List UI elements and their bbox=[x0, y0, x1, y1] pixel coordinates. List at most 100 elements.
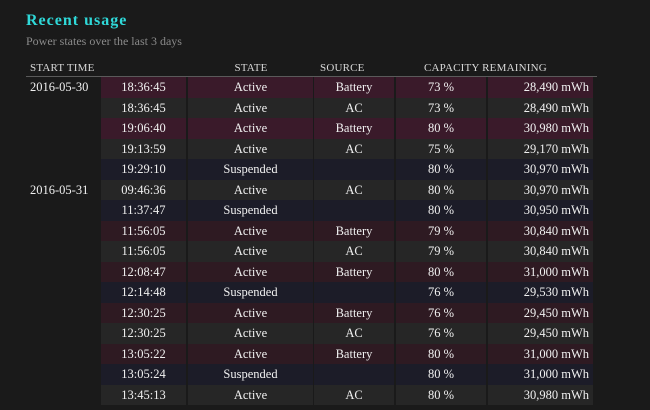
cell-capacity: 30,970 mWh bbox=[488, 179, 593, 200]
cell-time: 19:29:10 bbox=[101, 159, 186, 180]
cell-capacity: 30,980 mWh bbox=[488, 384, 593, 405]
cell-source: Battery bbox=[314, 77, 394, 98]
table-row: 19:06:40 Active Battery 80 % 30,980 mWh bbox=[26, 118, 597, 139]
cell-state: Active bbox=[188, 343, 313, 364]
table-row: 2016-05-30 18:36:45 Active Battery 73 % 28,49… bbox=[26, 77, 597, 98]
cell-capacity: 30,980 mWh bbox=[488, 118, 593, 139]
table-row: 11:56:05 Active Battery 79 % 30,840 mWh bbox=[26, 220, 597, 242]
cell-source: AC bbox=[314, 384, 394, 405]
cell-state: Suspended bbox=[188, 200, 313, 221]
cell-percent: 76 % bbox=[396, 282, 486, 303]
cell-time: 13:05:24 bbox=[101, 364, 186, 385]
cell-source: Battery bbox=[314, 118, 394, 139]
cell-date bbox=[30, 282, 100, 303]
usage-table: START TIME STATE SOURCE CAPACITY REMAINI… bbox=[26, 61, 597, 405]
cell-date bbox=[30, 262, 100, 283]
cell-source: Battery bbox=[314, 220, 394, 241]
cell-percent: 80 % bbox=[396, 384, 486, 405]
cell-capacity: 31,000 mWh bbox=[488, 261, 593, 282]
table-row: 12:14:48 Suspended 76 % 29,530 mWh bbox=[26, 282, 597, 303]
cell-capacity: 30,970 mWh bbox=[488, 159, 593, 180]
cell-capacity: 29,170 mWh bbox=[488, 138, 593, 159]
cell-capacity: 29,530 mWh bbox=[488, 282, 593, 303]
cell-capacity: 28,490 mWh bbox=[488, 77, 593, 98]
cell-state: Active bbox=[188, 220, 313, 241]
cell-capacity: 28,490 mWh bbox=[488, 97, 593, 118]
cell-time: 19:06:40 bbox=[101, 118, 186, 139]
cell-percent: 80 % bbox=[396, 343, 486, 364]
cell-date bbox=[30, 303, 100, 324]
cell-time: 13:05:22 bbox=[101, 343, 186, 364]
cell-percent: 79 % bbox=[396, 220, 486, 241]
cell-date bbox=[30, 385, 100, 406]
cell-source: Battery bbox=[314, 302, 394, 323]
cell-time: 19:13:59 bbox=[101, 138, 186, 159]
cell-time: 18:36:45 bbox=[101, 97, 186, 118]
cell-capacity: 29,450 mWh bbox=[488, 323, 593, 344]
table-row: 12:30:25 Active Battery 76 % 29,450 mWh bbox=[26, 302, 597, 324]
cell-date: 2016-05-30 bbox=[30, 80, 89, 94]
cell-capacity: 31,000 mWh bbox=[488, 364, 593, 385]
cell-source: Battery bbox=[314, 261, 394, 282]
table-row: 12:30:25 Active AC 76 % 29,450 mWh bbox=[26, 323, 597, 344]
cell-capacity: 30,950 mWh bbox=[488, 200, 593, 221]
table-row: 2016-05-31 09:46:36 Active AC 80 % 30,970 mWh bbox=[26, 179, 597, 200]
column-header-source: SOURCE bbox=[320, 62, 365, 74]
cell-date: 2016-05-31 bbox=[30, 182, 89, 197]
cell-source bbox=[314, 364, 394, 385]
cell-date bbox=[30, 139, 100, 160]
cell-state: Active bbox=[188, 179, 313, 200]
table-header: START TIME STATE SOURCE CAPACITY REMAINI… bbox=[26, 61, 597, 77]
cell-capacity: 30,840 mWh bbox=[488, 241, 593, 262]
cell-percent: 73 % bbox=[396, 77, 486, 98]
cell-percent: 76 % bbox=[396, 302, 486, 323]
cell-percent: 79 % bbox=[396, 241, 486, 262]
cell-time: 12:14:48 bbox=[101, 282, 186, 303]
cell-time: 11:37:47 bbox=[101, 200, 186, 221]
table-row: 13:05:24 Suspended 80 % 31,000 mWh bbox=[26, 364, 597, 385]
cell-time: 12:30:25 bbox=[101, 302, 186, 323]
cell-date bbox=[30, 98, 100, 119]
table-row: 19:29:10 Suspended 80 % 30,970 mWh bbox=[26, 159, 597, 180]
page-subtitle: Power states over the last 3 days bbox=[26, 34, 182, 48]
table-row: 13:45:13 Active AC 80 % 30,980 mWh bbox=[26, 384, 597, 406]
cell-date bbox=[30, 118, 100, 139]
cell-percent: 80 % bbox=[396, 261, 486, 282]
cell-percent: 76 % bbox=[396, 323, 486, 344]
cell-source: Battery bbox=[314, 343, 394, 364]
cell-time: 18:36:45 bbox=[101, 77, 186, 98]
cell-date bbox=[30, 344, 100, 365]
cell-source: AC bbox=[314, 179, 394, 200]
cell-state: Active bbox=[188, 384, 313, 405]
cell-date bbox=[30, 159, 100, 180]
cell-date bbox=[30, 241, 100, 262]
cell-capacity: 30,840 mWh bbox=[488, 220, 593, 241]
cell-state: Suspended bbox=[188, 282, 313, 303]
cell-date bbox=[30, 221, 100, 242]
cell-date bbox=[30, 200, 100, 221]
cell-source bbox=[314, 282, 394, 303]
table-row: 18:36:45 Active AC 73 % 28,490 mWh bbox=[26, 97, 597, 119]
cell-percent: 80 % bbox=[396, 179, 486, 200]
column-header-capacity: CAPACITY REMAINING bbox=[424, 62, 547, 74]
table-row: 11:37:47 Suspended 80 % 30,950 mWh bbox=[26, 200, 597, 221]
cell-state: Active bbox=[188, 77, 313, 98]
cell-state: Suspended bbox=[188, 159, 313, 180]
table-row: 19:13:59 Active AC 75 % 29,170 mWh bbox=[26, 138, 597, 160]
cell-state: Active bbox=[188, 302, 313, 323]
cell-percent: 80 % bbox=[396, 200, 486, 221]
cell-capacity: 29,450 mWh bbox=[488, 302, 593, 323]
page-title: Recent usage bbox=[26, 12, 128, 29]
cell-source: AC bbox=[314, 241, 394, 262]
cell-time: 12:08:47 bbox=[101, 261, 186, 282]
table-row: 13:05:22 Active Battery 80 % 31,000 mWh bbox=[26, 343, 597, 365]
cell-date bbox=[30, 323, 100, 344]
cell-source bbox=[314, 159, 394, 180]
cell-percent: 73 % bbox=[396, 97, 486, 118]
cell-time: 13:45:13 bbox=[101, 384, 186, 405]
cell-percent: 80 % bbox=[396, 118, 486, 139]
column-header-start-time: START TIME bbox=[30, 62, 95, 74]
cell-time: 11:56:05 bbox=[101, 220, 186, 241]
table-row: 12:08:47 Active Battery 80 % 31,000 mWh bbox=[26, 261, 597, 283]
cell-state: Active bbox=[188, 241, 313, 262]
